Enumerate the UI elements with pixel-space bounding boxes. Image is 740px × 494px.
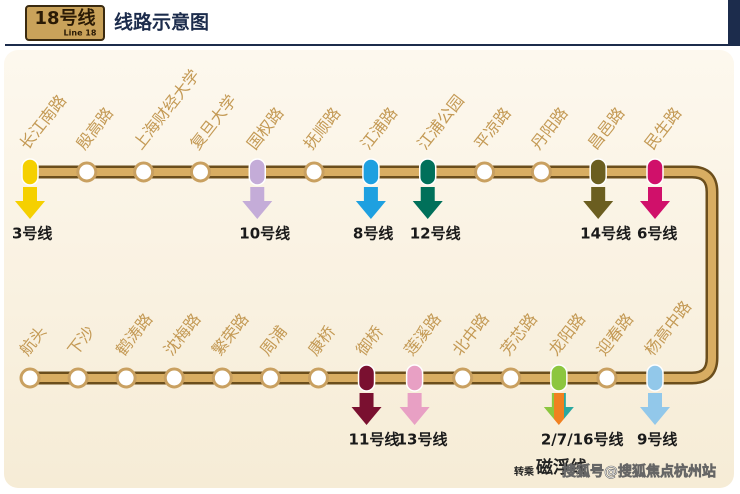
transfer-label: 8号线 xyxy=(353,225,393,243)
transfer-arrow xyxy=(640,187,670,219)
transfer-pill xyxy=(646,364,664,392)
station xyxy=(19,367,41,389)
station xyxy=(211,367,233,389)
header-bar xyxy=(0,0,740,46)
station xyxy=(115,367,137,389)
track xyxy=(30,168,716,382)
station xyxy=(500,367,522,389)
station xyxy=(163,367,185,389)
transfer-pill xyxy=(21,158,39,186)
transfer-pill xyxy=(405,364,424,392)
transfer-pill xyxy=(646,158,664,186)
station xyxy=(189,161,211,183)
maglev-name: 磁浮线 xyxy=(536,457,587,478)
transfer-pill xyxy=(248,158,267,186)
transfer-pill xyxy=(550,364,568,392)
station xyxy=(67,367,89,389)
transfer-label: 2/7/16号线 xyxy=(541,431,624,449)
transfer-pill xyxy=(357,364,376,392)
watermark: 搜狐号@搜狐焦点杭州站 xyxy=(562,463,716,480)
station xyxy=(530,161,552,183)
transfer-label: 6号线 xyxy=(637,225,677,243)
station xyxy=(474,161,496,183)
station xyxy=(133,161,155,183)
transfer-arrow xyxy=(15,187,45,219)
transfer-arrow xyxy=(583,187,614,219)
station xyxy=(303,161,325,183)
transfer-arrow xyxy=(242,187,273,219)
transfer-pill xyxy=(362,158,380,186)
station xyxy=(76,161,98,183)
transfer-label: 10号线 xyxy=(239,225,290,243)
transfer-arrow xyxy=(399,393,430,425)
transfer-pill xyxy=(589,158,607,186)
station xyxy=(259,367,281,389)
header-edge xyxy=(728,0,740,46)
transfer-arrow xyxy=(640,393,670,425)
transfer-label: 9号线 xyxy=(637,431,677,449)
transfer-arrow xyxy=(351,393,382,425)
station xyxy=(596,367,618,389)
header-rule xyxy=(5,44,728,46)
title: 线路示意图 xyxy=(114,11,209,34)
line-badge xyxy=(25,5,105,41)
transfer-arrow xyxy=(412,187,443,219)
transfer-arrow xyxy=(543,393,574,425)
transfer-label: 3号线 xyxy=(12,225,52,243)
transfer-pill xyxy=(418,158,437,186)
maglev-prefix: 转乘 xyxy=(514,465,535,478)
badge-en: Line 18 xyxy=(64,29,97,38)
station xyxy=(307,367,329,389)
transfer-arrow xyxy=(355,187,386,219)
transfer-label: 11号线 xyxy=(349,431,400,449)
transfer-label: 13号线 xyxy=(397,431,448,449)
transfer-label: 12号线 xyxy=(410,225,461,243)
station xyxy=(452,367,474,389)
badge-text: 18号线 xyxy=(34,7,95,29)
transfer-label: 14号线 xyxy=(580,225,631,243)
